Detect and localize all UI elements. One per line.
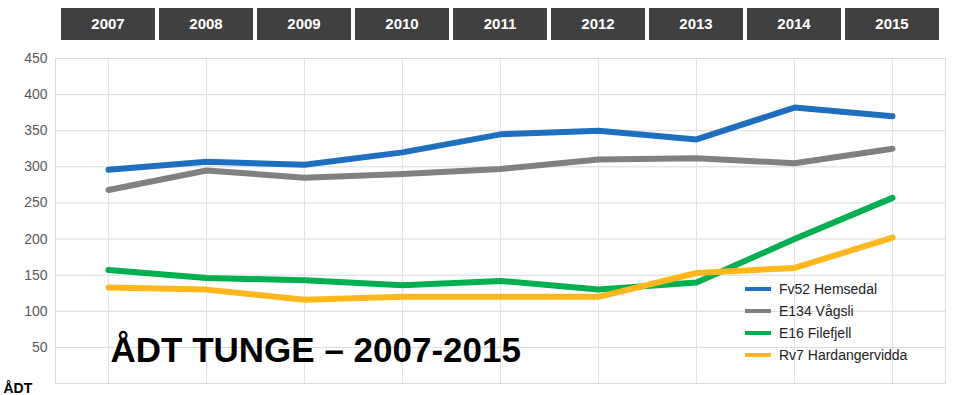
svg-text:350: 350 [24, 122, 48, 138]
html-text:2014: 2014 [777, 15, 811, 32]
svg-text:400: 400 [24, 86, 48, 102]
svg-text:100: 100 [24, 303, 48, 319]
svg-text:ÅDT: ÅDT [4, 380, 33, 395]
html-text:2012: 2012 [581, 15, 615, 32]
svg-text:250: 250 [24, 194, 48, 210]
html-text:2009: 2009 [287, 15, 321, 32]
svg-text:300: 300 [24, 158, 48, 174]
svg-text:450: 450 [24, 50, 48, 66]
html-text:2008: 2008 [189, 15, 223, 32]
html-text:Rv7 Hardangervidda: Rv7 Hardangervidda [779, 347, 908, 363]
svg-text:50: 50 [32, 339, 48, 355]
html-text:2015: 2015 [875, 15, 909, 32]
html-text:2011: 2011 [483, 15, 517, 32]
html-text:2013: 2013 [679, 15, 713, 32]
html-text:2010: 2010 [385, 15, 419, 32]
svg-text:150: 150 [24, 267, 48, 283]
html-text:E16 Filefjell: E16 Filefjell [779, 325, 852, 341]
html-text:2007: 2007 [91, 15, 125, 32]
html-text:Fv52 Hemsedal: Fv52 Hemsedal [779, 281, 877, 297]
html-text:E134 Vågsli: E134 Vågsli [779, 303, 854, 319]
svg-text:200: 200 [24, 231, 48, 247]
svg-text:ÅDT TUNGE – 2007-2015: ÅDT TUNGE – 2007-2015 [111, 330, 521, 369]
